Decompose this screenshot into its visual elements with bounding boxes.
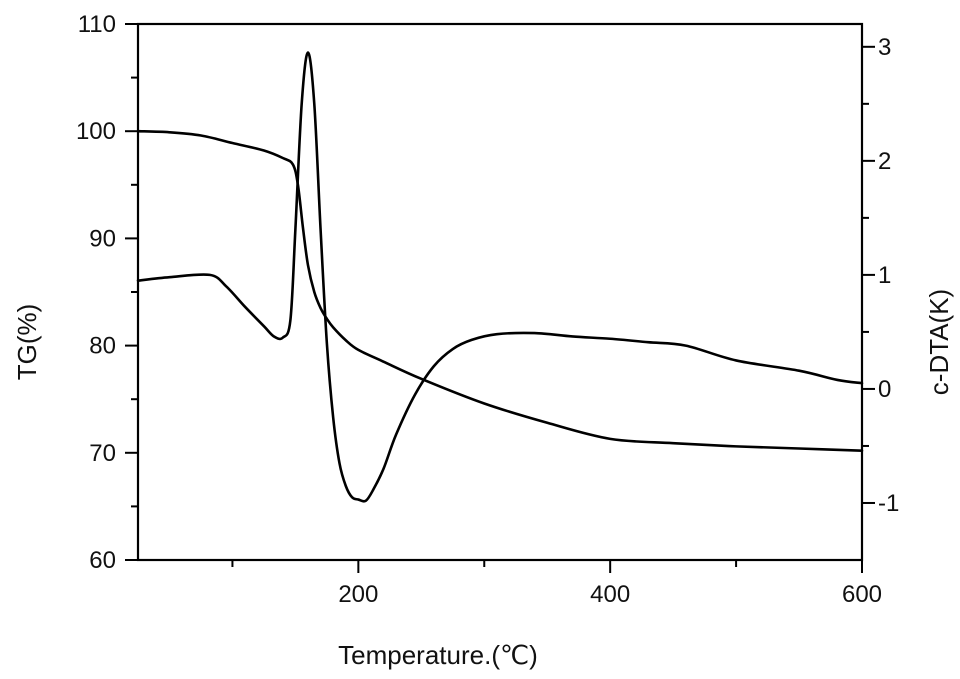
y2-tick-label: -1 bbox=[878, 490, 899, 517]
y-tick-label: 60 bbox=[89, 547, 116, 574]
y2-tick-label: 2 bbox=[878, 148, 891, 175]
x-axis-title: Temperature.(℃) bbox=[338, 640, 538, 670]
series-layer bbox=[136, 51, 864, 503]
y-tick-label: 100 bbox=[76, 118, 116, 145]
y-tick-label: 80 bbox=[89, 333, 116, 360]
y-tick-label: 110 bbox=[78, 11, 116, 38]
plot-frame bbox=[136, 22, 864, 562]
tick-marks bbox=[125, 23, 875, 573]
y2-tick-label: 0 bbox=[878, 376, 891, 403]
right-y-axis-title: c-DTA(K) bbox=[924, 289, 954, 395]
x-tick-label: 200 bbox=[338, 581, 378, 608]
tg-series-line bbox=[136, 129, 864, 452]
y-tick-label: 90 bbox=[89, 225, 116, 252]
y2-tick-label: 1 bbox=[878, 262, 891, 289]
x-tick-label: 600 bbox=[842, 581, 882, 608]
tick-labels: 200 400 600 60 70 80 90 100 110 -1 0 1 2 3 bbox=[76, 11, 899, 608]
y-tick-label: 70 bbox=[89, 440, 116, 467]
dta-series-line bbox=[136, 51, 864, 503]
y2-tick-label: 3 bbox=[878, 34, 891, 61]
left-y-axis-title: TG(%) bbox=[12, 304, 42, 381]
x-tick-label: 400 bbox=[590, 581, 630, 608]
